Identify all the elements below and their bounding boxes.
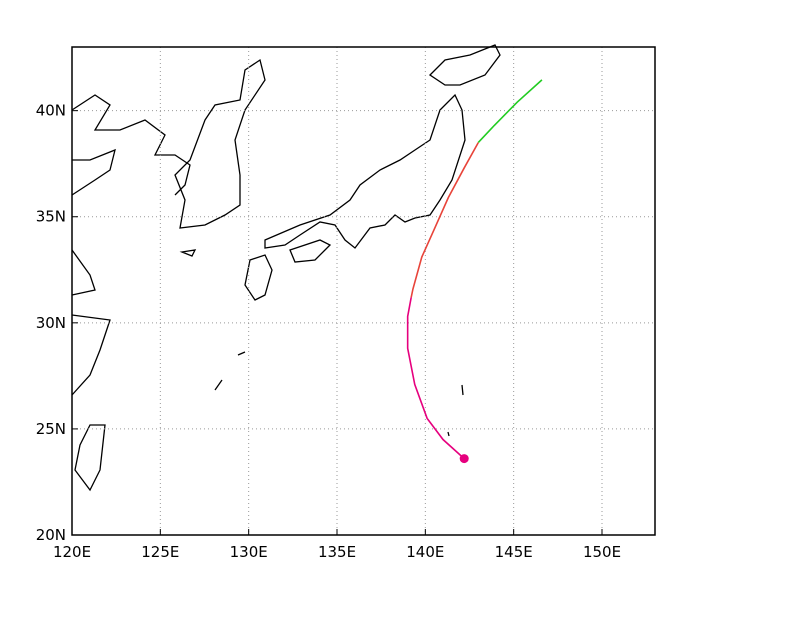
plot-frame <box>71 46 656 536</box>
coastlines <box>71 44 501 492</box>
y-tick-label: 40N <box>36 102 66 120</box>
track-line <box>477 79 543 144</box>
y-tick-label: 25N <box>36 420 66 438</box>
track-line <box>410 142 480 298</box>
x-tick-label: 145E <box>495 543 533 561</box>
x-tick-label: 130E <box>230 543 268 561</box>
x-tick-label: 140E <box>406 543 444 561</box>
track-line <box>406 297 465 460</box>
y-tick-label: 35N <box>36 208 66 226</box>
x-tick-label: 120E <box>53 543 91 561</box>
y-tick-label: 30N <box>36 314 66 332</box>
x-tick-label: 150E <box>583 543 621 561</box>
genesis-point <box>459 454 469 464</box>
x-tick-label: 125E <box>141 543 179 561</box>
y-tick-label: 20N <box>36 526 66 544</box>
x-tick-label: 135E <box>318 543 356 561</box>
